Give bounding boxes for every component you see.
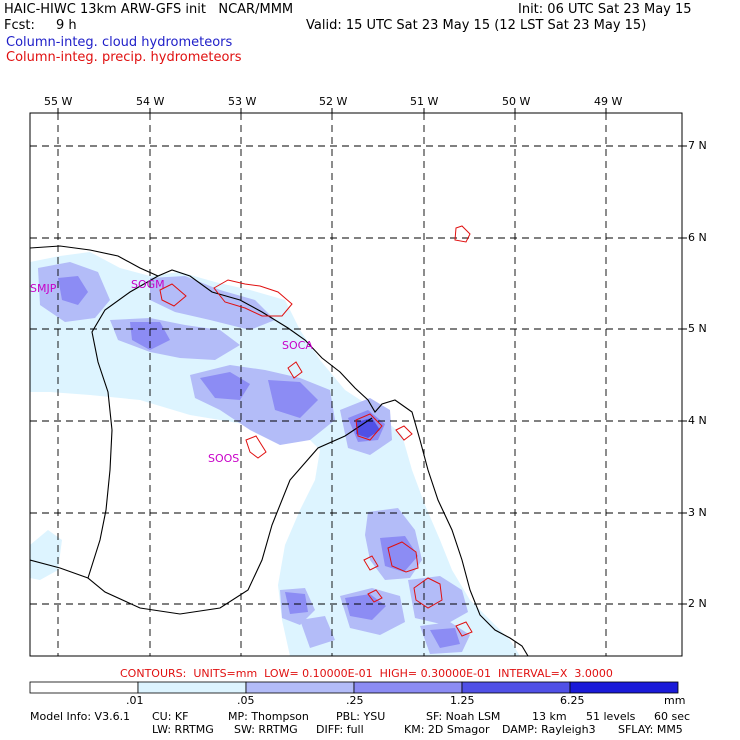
model-version: Model Info: V3.6.1 (30, 710, 131, 723)
lon-label-53w: 53 W (228, 95, 257, 108)
cu-scheme: CU: KF (152, 710, 189, 723)
lat-label-2n: 2 N (688, 597, 707, 610)
colorbar-tick-0: .01 (126, 694, 144, 707)
lat-label-6n: 6 N (688, 231, 707, 244)
levels: 51 levels (586, 710, 636, 723)
map-field (30, 113, 682, 656)
lon-label-55w: 55 W (44, 95, 73, 108)
plot-title: HAIC-HIWC 13km ARW-GFS init NCAR/MMM (4, 2, 294, 17)
colorbar-bin-4 (461, 681, 571, 694)
colorbar-tick-3: 1.25 (450, 694, 475, 707)
pbl-scheme: PBL: YSU (336, 710, 386, 723)
precip-legend-text: Column-integ. precip. hydrometeors (6, 50, 242, 65)
colorbar-tick-1: .05 (237, 694, 255, 707)
colorbar-tick-2: .25 (346, 694, 364, 707)
cloud-legend-text: Column-integ. cloud hydrometeors (6, 35, 233, 50)
lat-label-5n: 5 N (688, 322, 707, 335)
cloud-shading-core (356, 418, 380, 438)
colorbar-bin-0 (29, 681, 139, 694)
colorbar-bin-3 (353, 681, 463, 694)
damp-scheme: DAMP: Rayleigh3 (502, 723, 596, 736)
lon-label-49w: 49 W (594, 95, 623, 108)
sf-scheme: SF: Noah LSM (426, 710, 501, 723)
lon-label-50w: 50 W (502, 95, 531, 108)
lat-label-7n: 7 N (688, 139, 707, 152)
colorbar-tick-4: 6.25 (560, 694, 585, 707)
coastline (30, 245, 529, 656)
station-label-soca: SOCA (282, 339, 313, 352)
station-label-smjp: SMJP (30, 282, 57, 295)
lon-label-51w: 51 W (410, 95, 439, 108)
station-label-soos: SOOS (208, 452, 240, 465)
lw-scheme: LW: RRTMG (152, 723, 214, 736)
map-frame (29, 112, 683, 657)
valid-time: Valid: 15 UTC Sat 23 May 15 (12 LST Sat … (306, 18, 647, 33)
lon-ticks (57, 108, 607, 113)
sw-scheme: SW: RRTMG (234, 723, 298, 736)
contours-info: CONTOURS: UNITS=mm LOW= 0.10000E-01 HIGH… (120, 667, 613, 680)
lat-ticks (682, 145, 687, 605)
lon-label-52w: 52 W (319, 95, 348, 108)
timestep: 60 sec (654, 710, 691, 723)
forecast-label: Fcst: (4, 18, 35, 33)
colorbar-bin-1 (137, 681, 247, 694)
station-label-sogm: SOGM (131, 278, 165, 291)
lon-label-54w: 54 W (136, 95, 165, 108)
sflay-scheme: SFLAY: MM5 (618, 723, 683, 736)
km-scheme: KM: 2D Smagor (404, 723, 490, 736)
init-time: Init: 06 UTC Sat 23 May 15 (518, 2, 692, 17)
colorbar (29, 681, 679, 694)
resolution: 13 km (532, 710, 567, 723)
lat-label-4n: 4 N (688, 414, 707, 427)
latlon-grid (30, 113, 682, 656)
precip-contours (159, 225, 473, 637)
mp-scheme: MP: Thompson (228, 710, 309, 723)
colorbar-bin-2 (245, 681, 355, 694)
colorbar-units: mm (664, 694, 686, 707)
lat-label-3n: 3 N (688, 506, 707, 519)
diff-scheme: DIFF: full (316, 723, 364, 736)
colorbar-bin-5 (569, 681, 679, 694)
forecast-hour: 9 h (56, 18, 77, 33)
